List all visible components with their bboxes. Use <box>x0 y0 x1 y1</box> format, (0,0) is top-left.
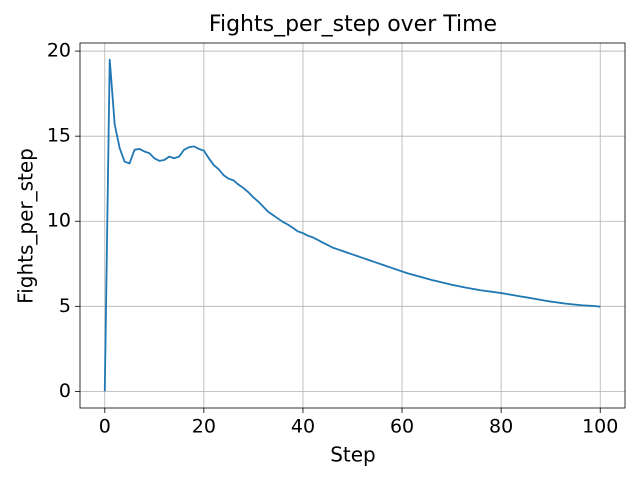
y-tick-label: 5 <box>59 295 71 317</box>
y-axis-label: Fights_per_step <box>14 148 38 304</box>
x-tick-label: 100 <box>582 416 618 438</box>
y-tick-label: 15 <box>47 125 71 147</box>
x-tick-label: 20 <box>192 416 216 438</box>
x-tick-label: 0 <box>99 416 111 438</box>
x-tick-label: 40 <box>291 416 315 438</box>
plot-frame <box>79 42 626 409</box>
chart-title: Fights_per_step over Time <box>209 12 497 37</box>
x-tick-label: 80 <box>489 416 513 438</box>
y-tick-label: 20 <box>47 40 71 62</box>
x-tick-label: 60 <box>390 416 414 438</box>
y-tick-label: 0 <box>59 380 71 402</box>
data-line <box>103 58 601 392</box>
x-axis-label: Step <box>330 443 376 467</box>
y-tick-label: 10 <box>47 210 71 232</box>
